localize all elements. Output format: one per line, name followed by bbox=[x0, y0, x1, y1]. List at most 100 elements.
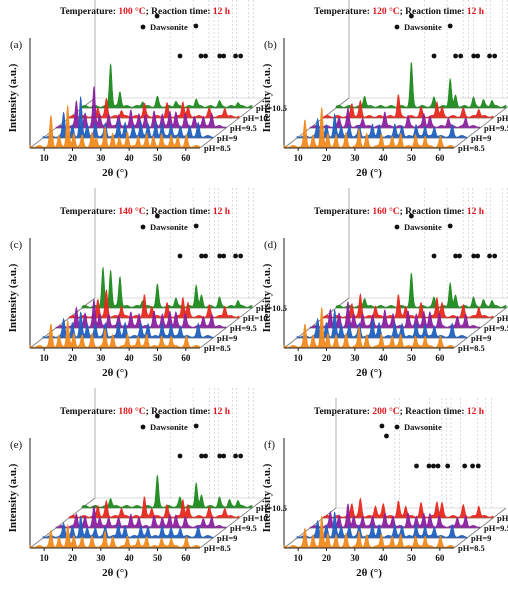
dawsonite-marker bbox=[198, 53, 204, 59]
x-tick-label: 40 bbox=[379, 353, 389, 363]
x-tick-label: 30 bbox=[96, 553, 106, 563]
legend-marker bbox=[394, 424, 400, 430]
series-label: pH=8.5 bbox=[204, 143, 231, 153]
x-tick-label: 50 bbox=[153, 153, 163, 163]
dawsonite-marker bbox=[471, 53, 477, 59]
title-prefix: Temperature: bbox=[60, 207, 118, 217]
dawsonite-marker bbox=[238, 253, 244, 259]
dawsonite-marker bbox=[458, 53, 464, 59]
panel-title: Temperature: 160 °C; Reaction time: 12 h bbox=[314, 206, 485, 217]
dawsonite-marker bbox=[199, 453, 204, 459]
series-pH=10 bbox=[68, 496, 240, 519]
dawsonite-marker bbox=[414, 463, 419, 469]
dawsonite-marker bbox=[453, 253, 458, 259]
dawsonite-marker bbox=[217, 453, 223, 459]
x-tick-label: 50 bbox=[407, 153, 417, 163]
title-mid: ; Reaction time: bbox=[400, 407, 467, 417]
dawsonite-marker bbox=[462, 463, 468, 469]
x-tick-label: 30 bbox=[350, 553, 360, 563]
title-prefix: Temperature: bbox=[314, 207, 372, 217]
title-prefix: Temperature: bbox=[314, 7, 372, 17]
legend-marker bbox=[394, 24, 400, 30]
dawsonite-marker bbox=[154, 13, 160, 19]
legend-label: Dawsonite bbox=[150, 422, 188, 432]
dawsonite-marker bbox=[426, 463, 432, 469]
panel-title: Temperature: 140 °C; Reaction time: 12 h bbox=[60, 206, 231, 217]
legend-marker bbox=[140, 24, 146, 30]
title-time: 12 h bbox=[213, 407, 231, 417]
title-prefix: Temperature: bbox=[60, 7, 118, 17]
title-temperature: 120 °C bbox=[372, 6, 399, 17]
legend-marker bbox=[394, 224, 400, 230]
x-tick-label: 60 bbox=[435, 553, 445, 563]
dawsonite-marker bbox=[193, 423, 199, 429]
legend-label: Dawsonite bbox=[404, 22, 442, 32]
x-tick-label: 30 bbox=[350, 153, 360, 163]
dawsonite-marker bbox=[435, 463, 441, 469]
series-label: pH=9.5 bbox=[484, 123, 508, 133]
dawsonite-marker bbox=[487, 53, 492, 59]
legend-label: Dawsonite bbox=[404, 422, 442, 432]
title-prefix: Temperature: bbox=[314, 407, 372, 417]
dawsonite-marker bbox=[193, 23, 199, 29]
y-axis-label: Intensity (a.u.) bbox=[7, 463, 19, 532]
dawsonite-marker bbox=[221, 453, 227, 459]
x-axis-label: 2θ (°) bbox=[356, 167, 382, 179]
title-temperature: 160 °C bbox=[372, 206, 399, 217]
series-label: pH=8.5 bbox=[458, 543, 485, 553]
series-label: pH=9.5 bbox=[230, 123, 257, 133]
dawsonite-marker bbox=[408, 13, 414, 19]
series-pH=10.5 bbox=[81, 63, 253, 109]
legend-label: Dawsonite bbox=[404, 222, 442, 232]
series-pH=8.5 bbox=[29, 320, 201, 349]
series-label: pH=8.5 bbox=[204, 343, 231, 353]
dawsonite-marker bbox=[492, 53, 498, 59]
dawsonite-marker bbox=[431, 463, 436, 469]
panel-letter: (a) bbox=[10, 39, 23, 51]
title-mid: ; Reaction time: bbox=[400, 207, 467, 217]
series-label: pH=8.5 bbox=[204, 543, 231, 553]
dawsonite-marker bbox=[233, 453, 238, 459]
series-label: pH=10 bbox=[497, 113, 508, 123]
x-axis-label: 2θ (°) bbox=[102, 367, 128, 379]
dawsonite-marker bbox=[217, 53, 223, 59]
dawsonite-marker bbox=[445, 463, 451, 469]
y-axis-label: Intensity (a.u.) bbox=[261, 463, 273, 532]
dawsonite-marker bbox=[233, 253, 238, 259]
series-pH=8.5 bbox=[283, 107, 455, 149]
dawsonite-marker bbox=[379, 423, 385, 429]
panel-title: Temperature: 100 °C; Reaction time: 12 h bbox=[60, 6, 231, 17]
title-time: 12 h bbox=[213, 207, 231, 217]
panel-letter: (f) bbox=[264, 439, 275, 451]
panel-b: pH=10.5pH=10pH=9.5pH=9pH=8.5102030405060… bbox=[261, 0, 508, 179]
x-tick-label: 20 bbox=[68, 553, 78, 563]
panel-d: pH=10.5pH=10pH=9.5pH=9pH=8.5102030405060… bbox=[261, 188, 508, 379]
x-tick-label: 50 bbox=[407, 553, 417, 563]
dawsonite-marker bbox=[233, 53, 238, 59]
x-tick-label: 40 bbox=[379, 153, 389, 163]
x-tick-label: 40 bbox=[125, 353, 135, 363]
series-label: pH=9 bbox=[217, 333, 237, 343]
title-time: 12 h bbox=[213, 7, 231, 17]
x-axis-label: 2θ (°) bbox=[356, 567, 382, 579]
dawsonite-marker bbox=[203, 53, 208, 59]
dawsonite-marker bbox=[238, 453, 244, 459]
x-axis-label: 2θ (°) bbox=[102, 167, 128, 179]
title-time: 12 h bbox=[467, 407, 485, 417]
x-tick-label: 20 bbox=[68, 153, 78, 163]
x-tick-label: 20 bbox=[322, 353, 332, 363]
panel-letter: (d) bbox=[264, 239, 277, 251]
dawsonite-marker bbox=[177, 253, 183, 259]
series-pH=8.5 bbox=[283, 515, 455, 549]
dawsonite-marker bbox=[154, 213, 160, 219]
y-axis-label: Intensity (a.u.) bbox=[261, 263, 273, 332]
series-pH=10.5 bbox=[81, 474, 253, 509]
dawsonite-marker bbox=[475, 463, 481, 469]
dawsonite-marker bbox=[447, 223, 453, 229]
dawsonite-marker bbox=[238, 53, 244, 59]
dawsonite-marker bbox=[487, 253, 492, 259]
dawsonite-marker bbox=[217, 253, 223, 259]
